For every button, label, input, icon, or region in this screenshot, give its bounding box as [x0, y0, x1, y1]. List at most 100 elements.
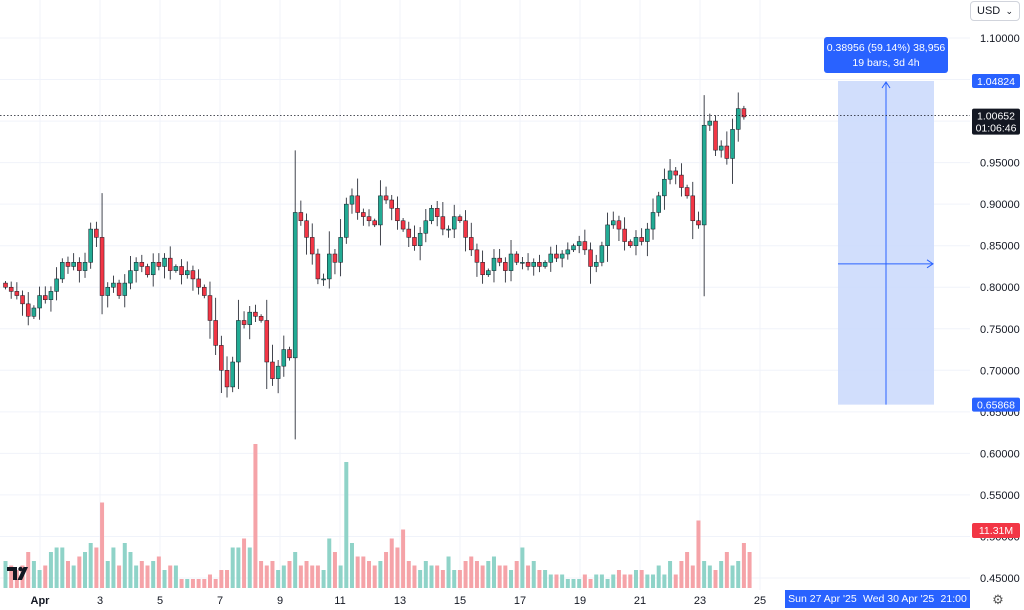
y-tick-label: 0.60000 [980, 448, 1020, 460]
volume-bar [474, 561, 479, 588]
volume-bar [509, 570, 514, 588]
candle [145, 263, 150, 278]
candle [338, 219, 343, 277]
volume-bar [88, 543, 93, 588]
candle [185, 261, 190, 279]
volume-bar [452, 570, 457, 588]
measure-change-text: 0.38956 (59.14%) 38,956 [827, 42, 946, 54]
candle [412, 225, 417, 251]
x-tick-label: 7 [217, 595, 223, 607]
candle [639, 228, 644, 246]
candle [196, 269, 201, 295]
candle [179, 259, 184, 285]
volume-bar [463, 561, 468, 588]
candle [224, 356, 230, 398]
volume-bars [3, 444, 752, 588]
volume-bar [276, 570, 281, 588]
candle [735, 92, 741, 142]
candle [571, 243, 576, 252]
x-tick-label: 23 [694, 595, 706, 607]
volume-bar [77, 556, 82, 588]
candle [37, 286, 42, 320]
candle [315, 248, 321, 285]
candle [207, 281, 213, 339]
candle [111, 275, 116, 293]
volume-bar [406, 561, 411, 588]
volume-bar [367, 561, 372, 588]
time-axis[interactable]: Apr 3 5 7 9 11 13 15 17 19 21 23 25 [31, 595, 767, 607]
volume-bar [71, 565, 76, 588]
volume-bar [531, 561, 536, 588]
candle [258, 314, 264, 323]
candle [241, 311, 247, 329]
volume-bar [190, 579, 195, 588]
arrow-right-icon [926, 259, 934, 269]
measure-tooltip-box [824, 37, 948, 73]
volume-bar [633, 570, 638, 588]
volume-bar [611, 574, 616, 588]
candle [679, 163, 684, 197]
volume-bar [543, 570, 548, 588]
volume-bar [361, 556, 366, 588]
candle [696, 211, 701, 229]
candle [446, 225, 451, 238]
candle [105, 282, 110, 308]
candle [230, 356, 235, 393]
volume-bar [418, 570, 423, 588]
candle [14, 282, 20, 300]
candle [20, 290, 25, 316]
candle [480, 250, 485, 284]
date-range-start: Sun 27 Apr '25 [788, 593, 857, 605]
candle [542, 260, 548, 269]
currency-selector[interactable]: USD ⌄ [970, 1, 1020, 21]
volume-bar [628, 574, 633, 588]
candle [582, 229, 588, 255]
volume-bar [480, 565, 485, 588]
volume-bar [3, 561, 8, 588]
volume-bar [128, 552, 133, 588]
volume-bar [554, 574, 559, 588]
candle [355, 178, 360, 220]
volume-bar [469, 556, 474, 588]
volume-bar [94, 547, 99, 588]
candle [298, 200, 304, 226]
date-range-end: Wed 30 Apr '25 [862, 593, 935, 605]
volume-bar [622, 574, 627, 588]
candlesticks [3, 92, 747, 440]
volume-bar [349, 543, 354, 588]
chevron-down-icon: ⌄ [1005, 5, 1013, 16]
candle [287, 346, 292, 361]
volume-bar [594, 574, 599, 588]
candle [406, 221, 412, 247]
volume-bar [293, 552, 298, 588]
candle [434, 200, 440, 227]
volume-bar [702, 561, 707, 588]
measure-range[interactable] [838, 81, 934, 405]
volume-bar [65, 561, 70, 588]
volume-bar [378, 561, 383, 588]
candle [548, 246, 554, 272]
volume-bar [134, 565, 139, 588]
gear-icon[interactable]: ⚙ [992, 592, 1004, 607]
volume-bar [9, 565, 14, 588]
volume-bar [100, 502, 105, 588]
volume-bar [423, 561, 428, 588]
candle [139, 254, 145, 273]
volume-bar [304, 561, 309, 588]
candle [508, 240, 514, 282]
candle [673, 167, 678, 185]
candle [520, 256, 525, 270]
price-axis[interactable]: 0.450000.500000.550000.600000.650000.700… [980, 33, 1020, 585]
candle [400, 218, 406, 232]
volume-bar [213, 579, 218, 588]
candle [429, 204, 434, 225]
candle [531, 258, 536, 276]
candle [128, 256, 133, 290]
volume-bar [139, 561, 144, 588]
candle [378, 180, 383, 246]
candle [270, 344, 275, 386]
date-range-time: 21:00 [940, 593, 967, 605]
candle [88, 222, 93, 269]
